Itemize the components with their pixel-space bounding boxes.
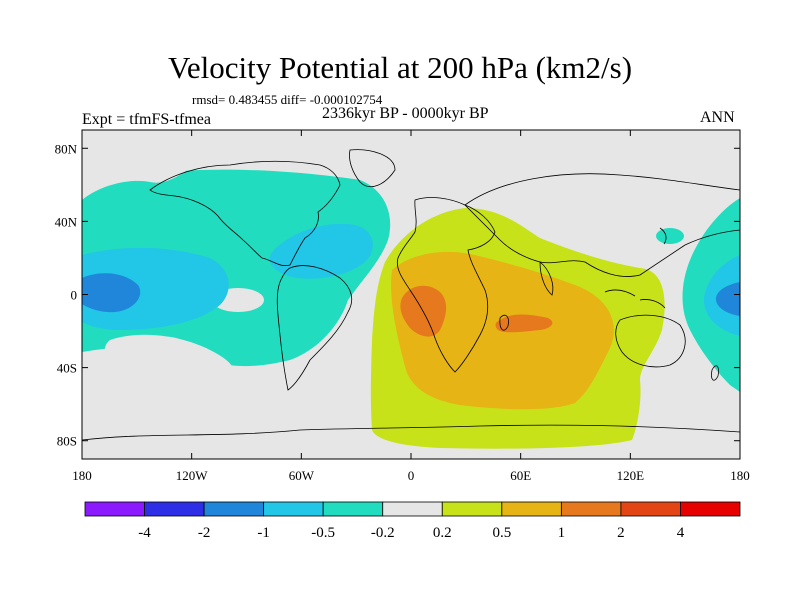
region-neg-1-east — [715, 282, 740, 316]
x-tick-label: 120W — [176, 468, 209, 483]
colorbar: -4 -2 -1 -0.5 -0.2 0.2 0.5 1 2 4 — [84, 501, 741, 541]
colorbar-box — [144, 501, 205, 517]
colorbar-label: 4 — [677, 525, 685, 541]
region-neutral-sepacific — [104, 334, 234, 386]
colorbar-box — [680, 501, 741, 517]
left-subtitle: Expt = tfmFS-tfmea — [82, 111, 212, 128]
colorbar-label: 0.5 — [492, 525, 511, 541]
colorbar-box — [203, 501, 265, 517]
x-tick-label: 120E — [617, 468, 645, 483]
stats-line: rmsd= 0.483455 diff= -0.000102754 — [192, 92, 383, 107]
x-tick-label: 180 — [72, 468, 92, 483]
region-pos-1-madagascar — [495, 314, 553, 333]
x-tick-label: 60W — [289, 468, 315, 483]
region-neg-1-pacific — [82, 273, 141, 313]
region-neg-0.5-atlantic — [269, 223, 373, 279]
right-subtitle: ANN — [700, 109, 735, 126]
axis-ticks: 180 120W 60W 0 60E 120E 180 80N 40N 0 40S 80S — [55, 130, 750, 483]
colorbar-label: -1 — [257, 525, 270, 541]
colorbar-label: 0.2 — [433, 525, 452, 541]
colorbar-box — [322, 501, 384, 517]
region-neutral-npacific — [82, 150, 200, 200]
colorbar-box — [441, 501, 503, 517]
chart-title: Velocity Potential at 200 hPa (km2/s) — [167, 50, 633, 85]
x-tick-label: 180 — [730, 468, 750, 483]
colorbar-label: -0.5 — [311, 525, 335, 541]
colorbar-box — [620, 501, 681, 517]
colorbar-box — [501, 501, 562, 517]
coastlines — [82, 149, 740, 441]
colorbar-label: -4 — [138, 525, 151, 541]
colorbar-label: -0.2 — [371, 525, 395, 541]
colorbar-label: -2 — [198, 525, 211, 541]
region-neg-0.2-japan — [656, 228, 684, 244]
colorbar-box — [560, 501, 622, 517]
y-tick-label: 40S — [57, 361, 77, 376]
x-tick-label: 60E — [510, 468, 531, 483]
map-field — [82, 130, 740, 459]
colorbar-box — [263, 501, 324, 517]
y-tick-label: 0 — [71, 288, 78, 303]
y-tick-label: 40N — [55, 214, 78, 229]
colorbar-box — [84, 501, 145, 517]
colorbar-label: 1 — [558, 525, 566, 541]
y-tick-label: 80S — [57, 434, 77, 449]
colorbar-label: 2 — [617, 525, 625, 541]
y-tick-label: 80N — [55, 141, 78, 156]
colorbar-box — [382, 501, 443, 517]
x-tick-label: 0 — [408, 468, 415, 483]
center-subtitle: 2336kyr BP - 0000kyr BP — [322, 105, 489, 122]
